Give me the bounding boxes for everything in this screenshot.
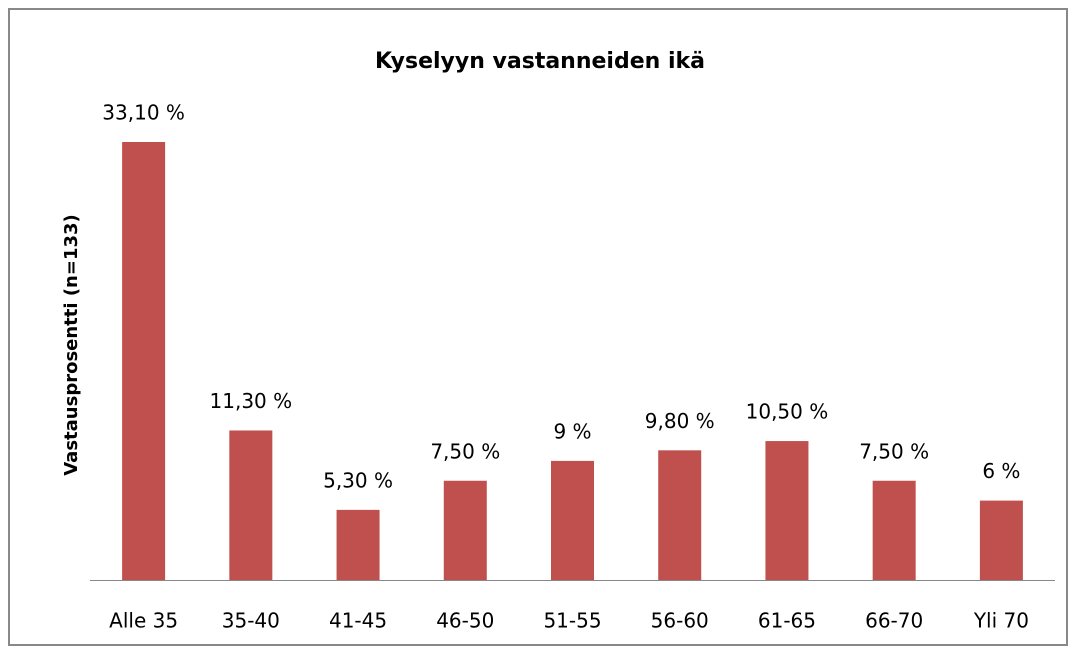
x-tick-label: 66-70 xyxy=(865,609,923,633)
data-label: 10,50 % xyxy=(746,400,829,424)
data-label: 9,80 % xyxy=(645,409,715,433)
x-tick-label: 41-45 xyxy=(329,609,387,633)
data-label: 33,10 % xyxy=(102,101,185,125)
bar xyxy=(551,460,594,580)
data-label: 11,30 % xyxy=(210,389,293,413)
bar xyxy=(229,430,273,580)
x-tick-label: Yli 70 xyxy=(973,609,1029,633)
bar xyxy=(765,441,809,580)
data-label: 5,30 % xyxy=(323,468,393,492)
x-tick-label: 51-55 xyxy=(543,609,601,633)
data-label: 7,50 % xyxy=(859,439,929,463)
x-tick-label: 46-50 xyxy=(436,609,494,633)
x-tick-label: 61-65 xyxy=(758,609,816,633)
x-tick-label: Alle 35 xyxy=(109,609,178,633)
chart-title: Kyselyyn vastanneiden ikä xyxy=(375,49,705,74)
bar xyxy=(336,509,380,580)
bar xyxy=(658,450,702,580)
data-label: 6 % xyxy=(982,459,1020,483)
bar xyxy=(122,142,166,580)
y-axis-label: Vastausprosentti (n=133) xyxy=(61,214,82,476)
bar xyxy=(443,480,487,580)
x-tick-label: 56-60 xyxy=(651,609,709,633)
data-label: 7,50 % xyxy=(430,439,500,463)
bar xyxy=(872,480,916,580)
bar xyxy=(979,500,1023,580)
data-label: 9 % xyxy=(553,419,591,443)
x-tick-label: 35-40 xyxy=(222,609,280,633)
